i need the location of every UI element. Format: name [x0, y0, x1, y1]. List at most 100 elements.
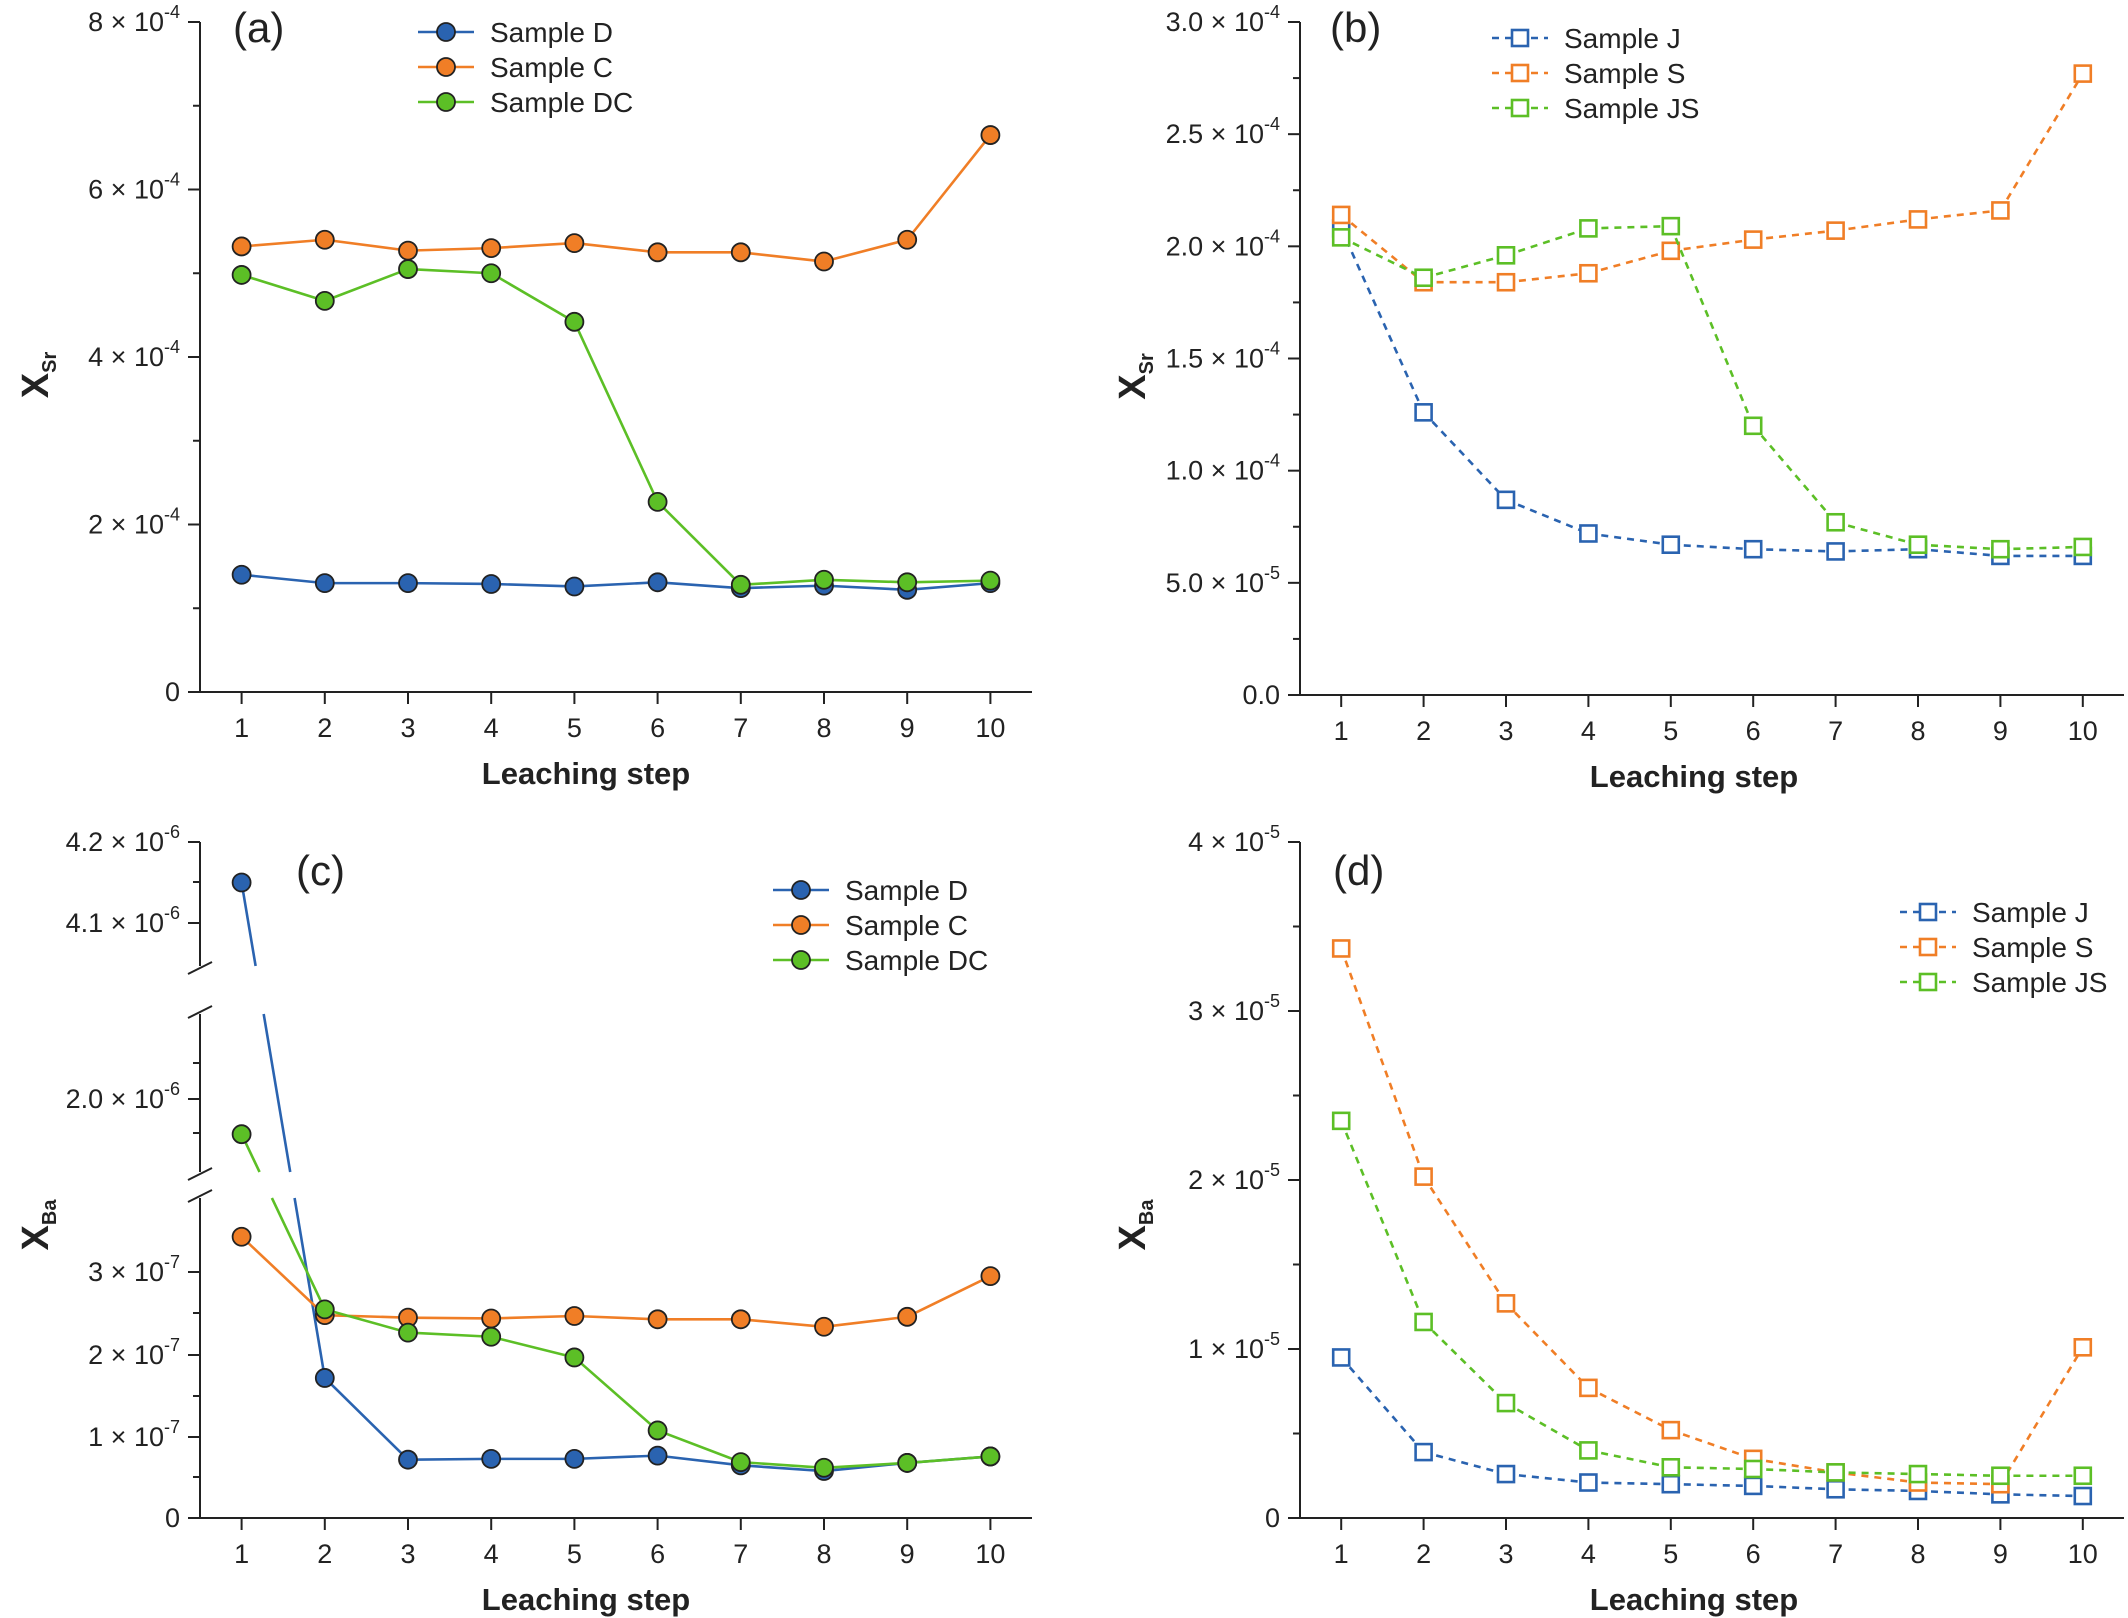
y-tick-label: 2.0 × 10-4 [1166, 226, 1280, 261]
data-point [231, 1226, 252, 1247]
x-axis-title: Leaching step [1590, 1582, 1798, 1617]
data-point [1918, 972, 1938, 992]
x-tick-label: 10 [2068, 716, 2098, 746]
data-point [980, 125, 1001, 145]
series-line-segment [907, 1455, 991, 1465]
data-point [1496, 1464, 1516, 1484]
data-point [1661, 1420, 1681, 1440]
y-tick-label: 1.0 × 10-4 [1166, 451, 1280, 486]
series-line-segment [1340, 1356, 1425, 1453]
series-line-segment [490, 272, 576, 323]
data-point [1661, 535, 1681, 554]
x-tick-label: 2 [317, 1539, 332, 1569]
y-tick-label: 4 × 10-5 [1188, 822, 1280, 857]
x-tick-label: 3 [1498, 1539, 1513, 1569]
y-tick-label: 6 × 10-4 [88, 170, 180, 205]
data-point [897, 1306, 918, 1327]
y-axis-title: XSr [1112, 353, 1158, 400]
series-line-segment [407, 246, 492, 252]
x-tick-label: 3 [400, 713, 415, 743]
data-point [897, 1453, 918, 1473]
series-line-segment [906, 1274, 991, 1318]
series-line-segment [1917, 1481, 2001, 1486]
data-point [314, 1299, 335, 1320]
series-line-segment [1917, 1472, 2001, 1478]
series-line-segment [740, 1460, 825, 1470]
x-tick-label: 5 [567, 1539, 582, 1569]
x-tick-label: 6 [650, 713, 665, 743]
data-point [1331, 1111, 1351, 1131]
data-point [314, 229, 335, 250]
data-point [814, 251, 834, 272]
series-line-segment [740, 251, 825, 263]
data-point [481, 1326, 502, 1347]
data-point [1826, 1463, 1845, 1482]
legend-label: Sample D [490, 17, 613, 48]
panel-label: (c) [296, 847, 345, 894]
data-point [730, 1309, 751, 1330]
data-point [1826, 221, 1845, 240]
legend-label: Sample S [1972, 932, 2093, 963]
axis-break-gap [186, 966, 214, 1014]
x-tick-label: 4 [1581, 716, 1596, 746]
data-point [1414, 1167, 1433, 1186]
series-line-segment [1423, 254, 1507, 279]
line-break-gap [252, 965, 268, 1015]
series-line-segment [574, 1454, 658, 1461]
series-line-segment [1340, 213, 1425, 284]
series-line-segment [657, 1454, 741, 1467]
series-line-segment [1339, 948, 1425, 1178]
data-point [1331, 228, 1351, 247]
data-point [1496, 246, 1516, 265]
y-tick-label: 2.5 × 10-4 [1166, 114, 1280, 149]
data-point [1661, 1458, 1681, 1477]
data-point [814, 1457, 834, 1478]
data-point [314, 573, 335, 594]
x-tick-label: 8 [816, 1539, 831, 1569]
data-point [1414, 1442, 1433, 1462]
y-axis-title: XBa [1112, 1199, 1158, 1251]
y-tick-label: 2.0 × 10-6 [66, 1079, 180, 1114]
series-sample-j [1331, 219, 2093, 566]
series-line-segment [740, 1318, 825, 1329]
series-line-segment [740, 1464, 825, 1473]
data-point [1414, 268, 1433, 288]
x-tick-label: 9 [900, 713, 915, 743]
series-line-segment [1835, 1487, 1919, 1493]
series-line-segment [1753, 229, 1836, 241]
series-line-segment [1588, 1449, 1672, 1469]
series-line-segment [1670, 1428, 1754, 1461]
y-axis-title: XBa [15, 1199, 61, 1251]
data-point [1908, 535, 1928, 554]
chart-panel-d: 1 2 3 4 5 6 7 8 9 10 0 1 × 10-5 2 × 10-5 3 × 10-5 4 × … [1112, 822, 2124, 1617]
series-line-segment [1753, 1467, 1836, 1474]
data-point [2073, 1486, 2093, 1506]
y-tick-label: 0 [165, 1503, 180, 1533]
data-point [791, 915, 811, 935]
x-tick-label: 7 [1828, 1539, 1843, 1569]
chart-panel-c: 1 2 3 4 5 6 7 8 9 10 0 1 × 10-7 2 × 10-7 3 × 10-7 2.0 … [15, 822, 1032, 1617]
data-point [647, 491, 668, 512]
data-point [1743, 230, 1763, 249]
panel-label: (d) [1333, 847, 1384, 894]
x-tick-label: 7 [733, 1539, 748, 1569]
data-point [564, 576, 585, 597]
data-point [1743, 416, 1763, 436]
y-tick-label: 1 × 10-5 [1188, 1329, 1280, 1364]
series-line-segment [1588, 532, 1671, 546]
series-line-segment [1917, 209, 2001, 221]
series-sample-dc [231, 259, 1001, 595]
series-line-segment [823, 1461, 908, 1470]
x-tick-label: 1 [234, 1539, 249, 1569]
x-tick-label: 5 [1663, 716, 1678, 746]
data-point [647, 1309, 668, 1330]
data-point [980, 1266, 1001, 1287]
series-line-segment [1588, 1481, 1671, 1486]
x-tick-label: 6 [1746, 716, 1761, 746]
data-point [980, 570, 1001, 591]
x-tick-label: 5 [567, 713, 582, 743]
data-point [647, 572, 668, 593]
series-line-segment [407, 267, 492, 275]
legend-label: Sample DC [845, 945, 988, 976]
data-point [1331, 1348, 1351, 1367]
